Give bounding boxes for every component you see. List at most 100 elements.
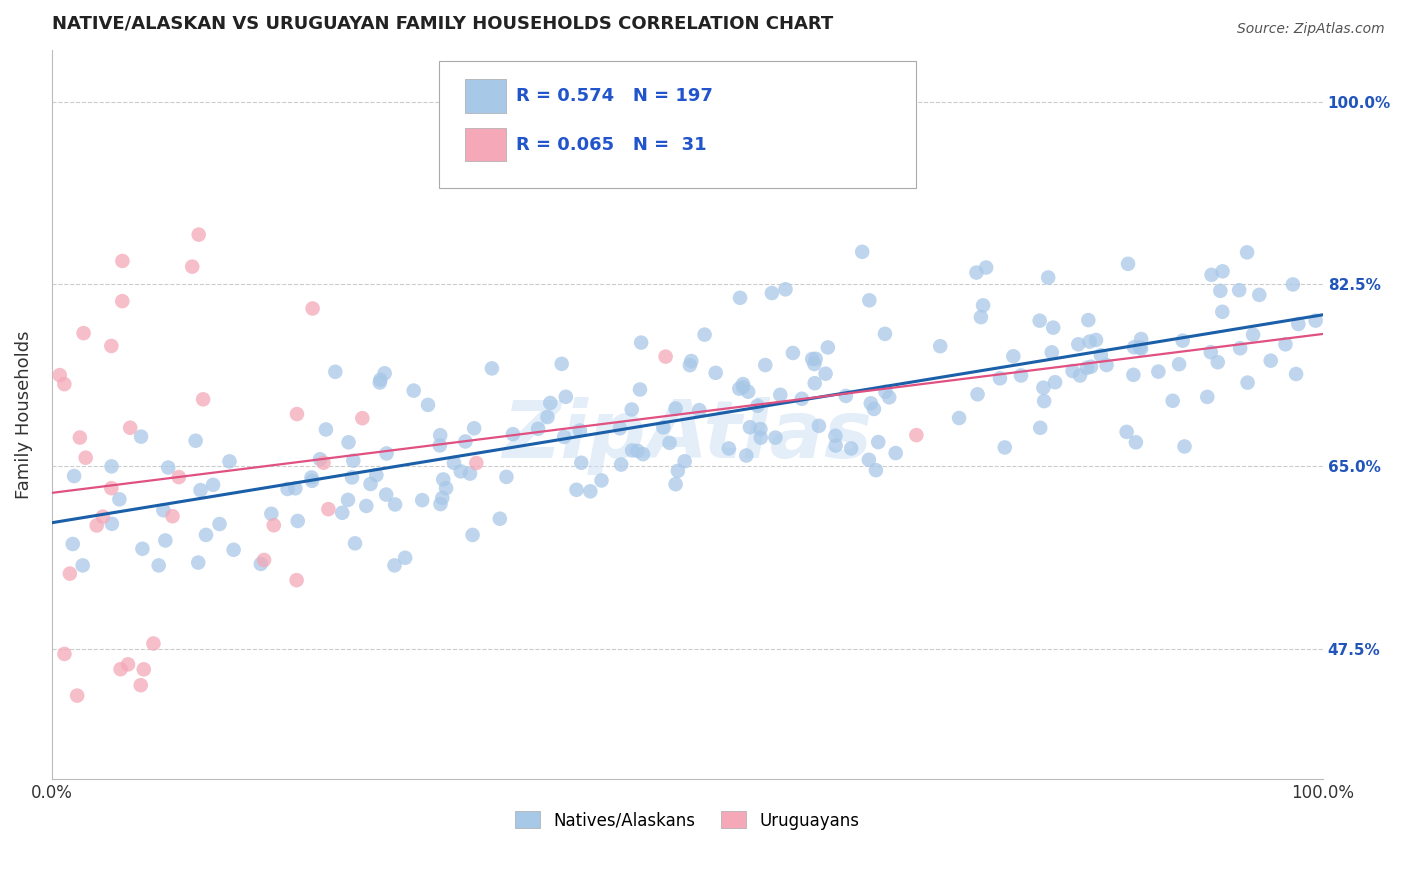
Point <box>75 450 97 465</box>
Text: R = 0.065   N =  31: R = 0.065 N = 31 <box>516 136 706 153</box>
Point <box>801 351 824 366</box>
Point <box>905 428 928 442</box>
Point <box>738 420 761 434</box>
Point <box>550 357 572 371</box>
Point <box>1209 284 1232 298</box>
Point <box>737 384 759 399</box>
Point <box>312 456 335 470</box>
Point <box>285 407 308 421</box>
Point <box>884 446 907 460</box>
Point <box>1236 245 1258 260</box>
Point <box>1171 334 1194 348</box>
Point <box>465 456 488 470</box>
Point <box>1115 425 1137 439</box>
Point <box>749 422 772 436</box>
Point <box>343 536 366 550</box>
Point <box>875 384 897 399</box>
Point <box>1123 340 1146 354</box>
Point <box>1028 313 1050 327</box>
Point <box>218 454 240 468</box>
Point <box>131 541 153 556</box>
Point <box>443 456 465 470</box>
Point <box>62 537 84 551</box>
Point <box>167 470 190 484</box>
Point <box>1201 268 1223 282</box>
Point <box>591 474 613 488</box>
Point <box>208 516 231 531</box>
Point <box>966 387 988 401</box>
Point <box>673 454 696 468</box>
Point <box>654 350 676 364</box>
Point <box>807 418 830 433</box>
Point <box>681 354 703 368</box>
Point <box>502 427 524 442</box>
Point <box>489 512 512 526</box>
Point <box>301 470 323 484</box>
Point <box>994 441 1017 455</box>
Point <box>1069 368 1091 383</box>
Point <box>1229 341 1251 355</box>
Point <box>804 351 827 366</box>
Point <box>1199 345 1222 359</box>
Point <box>463 421 485 435</box>
Point <box>53 647 76 661</box>
Point <box>765 431 787 445</box>
Point <box>1076 360 1098 375</box>
Point <box>728 382 751 396</box>
Point <box>851 244 873 259</box>
Point <box>1125 435 1147 450</box>
Point <box>554 390 576 404</box>
Point <box>375 487 398 501</box>
Point <box>375 446 398 460</box>
Point <box>155 533 177 548</box>
Point <box>101 516 124 531</box>
Point <box>1130 342 1153 356</box>
Point <box>120 421 142 435</box>
Point <box>1173 440 1195 454</box>
Point <box>1249 288 1271 302</box>
Point <box>301 474 323 488</box>
Point <box>368 376 391 390</box>
Point <box>665 401 688 416</box>
Point <box>704 366 727 380</box>
Point <box>59 566 82 581</box>
Point <box>495 470 517 484</box>
Point <box>63 469 86 483</box>
Point <box>1168 357 1191 371</box>
Point <box>610 458 633 472</box>
Point <box>1161 393 1184 408</box>
Point <box>148 558 170 573</box>
Point <box>775 282 797 296</box>
Point <box>384 558 406 573</box>
Point <box>458 467 481 481</box>
Point <box>1029 421 1052 435</box>
Point <box>187 227 209 242</box>
Point <box>1067 337 1090 351</box>
Point <box>754 358 776 372</box>
Point <box>1042 320 1064 334</box>
Point <box>1285 367 1308 381</box>
Point <box>527 422 550 436</box>
Point <box>620 402 643 417</box>
Point <box>1062 364 1084 378</box>
Point <box>761 286 783 301</box>
Point <box>187 556 209 570</box>
Point <box>679 358 702 372</box>
Point <box>824 429 846 443</box>
Point <box>309 452 332 467</box>
Point <box>337 435 360 450</box>
Point <box>1236 376 1258 390</box>
Point <box>1038 270 1060 285</box>
Point <box>1095 358 1118 372</box>
Point <box>142 636 165 650</box>
Point <box>86 518 108 533</box>
Point <box>53 377 76 392</box>
Point <box>1080 359 1102 374</box>
Point <box>432 473 454 487</box>
Point <box>450 464 472 478</box>
Point <box>626 443 648 458</box>
Point <box>72 558 94 573</box>
Point <box>318 502 340 516</box>
Point <box>1241 327 1264 342</box>
Point <box>1116 257 1139 271</box>
